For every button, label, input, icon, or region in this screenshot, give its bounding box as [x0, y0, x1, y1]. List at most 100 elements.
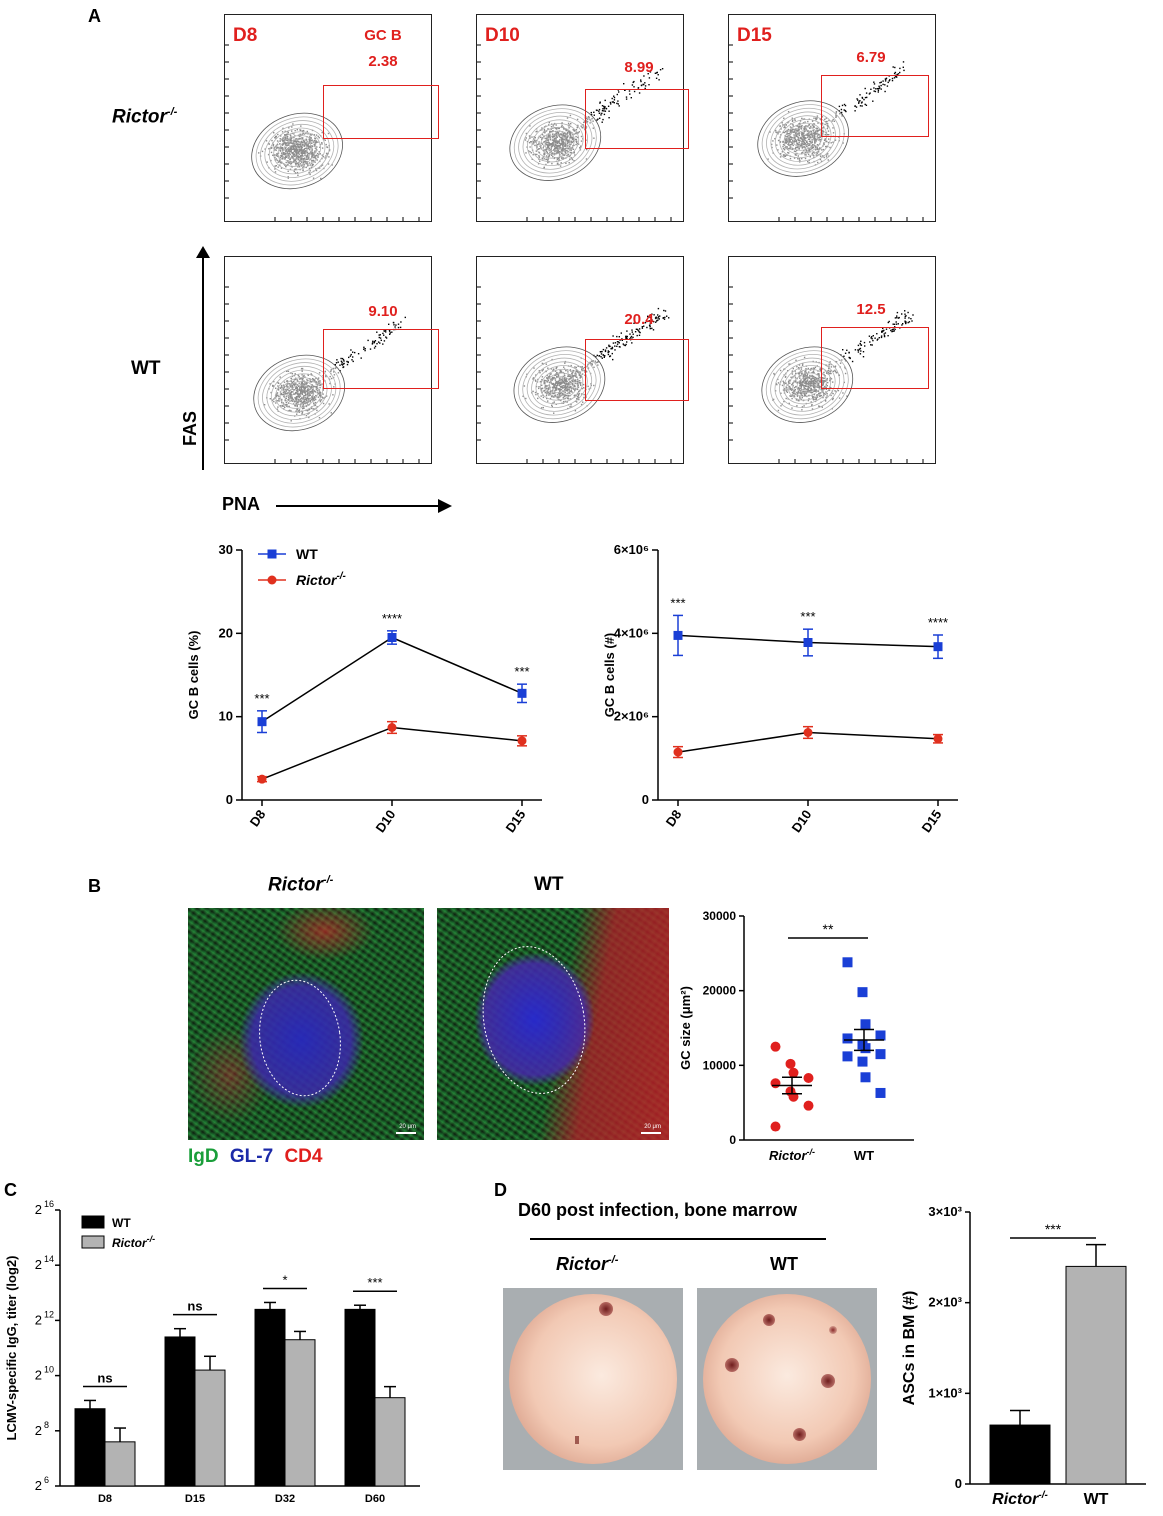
flow-event-dot — [637, 330, 640, 332]
flow-event-dot — [648, 77, 651, 79]
flow-event-dot — [339, 364, 341, 366]
flow-event-dot — [643, 75, 645, 77]
data-point-square — [803, 638, 813, 647]
flow-event-dot — [894, 326, 896, 328]
flow-event-dot — [643, 325, 645, 327]
bar — [104, 1441, 136, 1487]
flow-event-dot — [649, 324, 651, 326]
flow-event-dot — [613, 96, 616, 99]
flow-event-dot — [624, 89, 626, 91]
flow-event-dot — [354, 351, 356, 354]
flow-event-dot — [616, 341, 619, 343]
legend-marker-circle — [267, 575, 277, 585]
gate-value-label: 20.4 — [624, 311, 654, 328]
flow-event-dot — [661, 68, 664, 70]
flow-event-dot — [599, 101, 601, 103]
image-title-wt: WT — [534, 874, 564, 895]
y-tick-label: 2 — [35, 1478, 42, 1493]
flow-event-dot — [841, 104, 844, 107]
flow-event-dot — [873, 81, 875, 83]
flow-event-dot — [857, 344, 860, 347]
y-tick-label: 2×10⁶ — [614, 709, 649, 724]
flow-event-dot — [865, 104, 868, 106]
flow-event-dot — [894, 66, 896, 69]
bar — [344, 1308, 376, 1487]
flow-event-dot — [857, 349, 860, 351]
flow-event-dot — [895, 76, 897, 78]
flow-event-dot — [632, 336, 634, 339]
flow-event-dot — [379, 334, 381, 336]
flow-event-dot — [601, 105, 604, 107]
flow-event-dot — [342, 359, 345, 361]
significance-label: **** — [382, 611, 402, 626]
flow-event-dot — [350, 349, 352, 351]
flow-event-dot — [883, 329, 885, 332]
flow-event-dot — [902, 323, 904, 325]
flow-event-dot — [896, 317, 898, 319]
flow-event-dot — [625, 96, 628, 98]
y-tick-label: 30000 — [703, 909, 737, 923]
image-title-text: Rictor — [268, 874, 323, 896]
flow-event-dot — [334, 364, 336, 366]
flow-event-dot — [892, 330, 894, 332]
flow-event-dot — [603, 110, 605, 112]
x-tick-label: D8 — [98, 1493, 112, 1505]
flow-event-dot — [629, 93, 631, 95]
flow-event-dot — [371, 343, 374, 345]
flow-event-dot — [602, 108, 604, 110]
flow-event-dot — [662, 317, 664, 319]
data-point-square — [673, 630, 683, 640]
bar — [1065, 1265, 1127, 1485]
x-tick-label: WT — [1084, 1491, 1109, 1508]
flow-event-dot — [363, 346, 365, 348]
plate-title-rictor: Rictor-/- — [556, 1254, 618, 1275]
y-axis-label: LCMV-specific IgG, titer (log2) — [4, 1256, 19, 1441]
flow-event-dot — [873, 90, 875, 92]
flow-event-dot — [343, 362, 345, 365]
flow-event-dot — [892, 328, 894, 331]
flow-event-dot — [843, 109, 845, 111]
flow-event-dot — [633, 90, 636, 93]
flow-event-dot — [364, 348, 366, 350]
flow-event-dot — [857, 351, 860, 353]
flow-event-dot — [371, 342, 374, 344]
flow-event-dot — [880, 88, 882, 90]
flow-event-dot — [894, 71, 897, 74]
flow-event-dot — [608, 351, 610, 353]
day-label: D10 — [485, 25, 520, 46]
flow-event-dot — [599, 117, 601, 119]
flow-event-dot — [888, 320, 890, 323]
row-label-rictor-sup: -/- — [166, 106, 178, 118]
legend-marker-square — [267, 549, 277, 559]
flow-event-dot — [897, 323, 899, 325]
flow-event-dot — [372, 340, 374, 342]
flow-event-dot — [891, 330, 893, 333]
flow-event-dot — [635, 328, 638, 330]
flow-event-dot — [879, 82, 881, 84]
spot — [829, 1326, 837, 1334]
flow-event-dot — [644, 85, 647, 87]
y-tick-exponent: 16 — [44, 1199, 54, 1209]
flow-event-dot — [385, 337, 388, 339]
flow-event-dot — [346, 360, 348, 363]
flow-event-dot — [348, 356, 350, 359]
flow-event-dot — [631, 84, 634, 86]
flow-event-dot — [600, 356, 602, 358]
flow-event-dot — [383, 334, 385, 336]
flow-event-dot — [378, 334, 380, 336]
flow-event-dot — [898, 316, 900, 319]
gc-b-gate — [585, 89, 689, 149]
pna-axis-label: PNA — [222, 494, 261, 514]
flow-event-dot — [608, 110, 610, 112]
flow-event-dot — [864, 345, 866, 347]
flow-event-dot — [871, 336, 873, 338]
flow-event-dot — [868, 93, 871, 95]
flow-event-dot — [659, 69, 662, 71]
flow-event-dot — [385, 331, 387, 333]
flow-event-dot — [869, 92, 871, 94]
x-tick-label: Rictor-/- — [992, 1490, 1048, 1508]
flow-event-dot — [611, 97, 613, 100]
flow-event-dot — [340, 360, 343, 362]
flow-event-dot — [616, 335, 618, 338]
x-tick-label: D32 — [275, 1493, 295, 1505]
